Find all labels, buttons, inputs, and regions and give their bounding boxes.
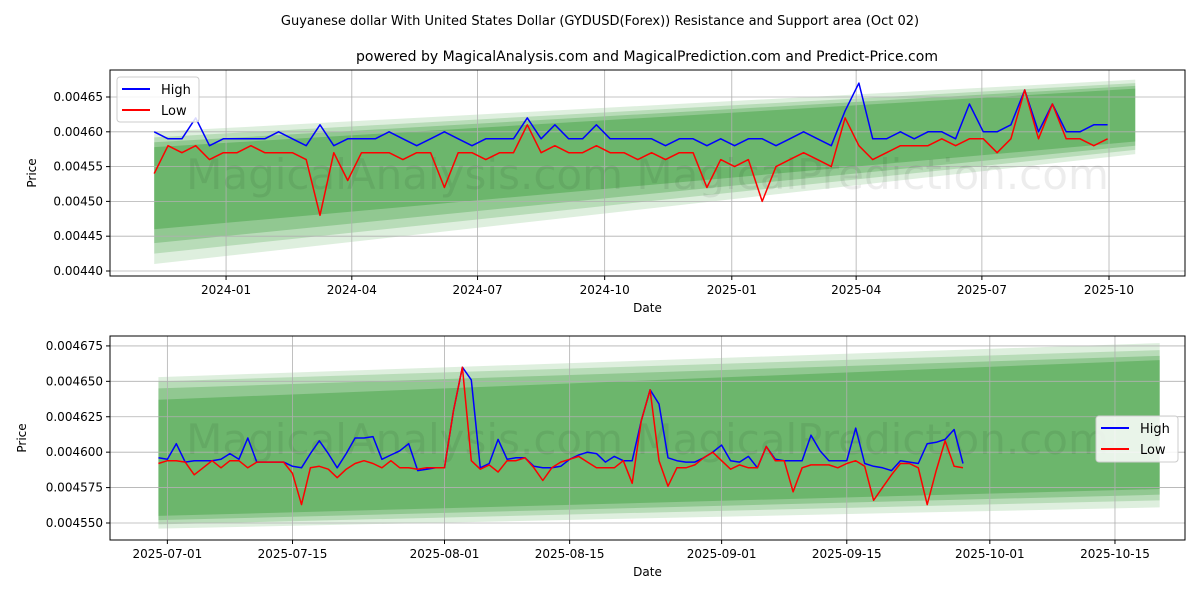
- chart-subtitle: powered by MagicalAnalysis.com and Magic…: [356, 49, 938, 65]
- x-tick-label: 2025-01: [707, 283, 757, 297]
- legend: High Low: [1095, 415, 1179, 463]
- support-resistance-band: [158, 343, 1160, 529]
- watermark: MagicalAnalysis.com MagicalPrediction.co…: [186, 150, 1109, 199]
- support-resistance-band: [154, 88, 1136, 230]
- x-tick-label: 2025-08-01: [410, 547, 480, 561]
- x-tick-label: 2025-09-15: [812, 547, 882, 561]
- legend-label-high: High: [1140, 422, 1170, 437]
- x-tick-label: 2025-10: [1084, 283, 1134, 297]
- x-tick-label: 2025-08-15: [535, 547, 605, 561]
- legend-label-high: High: [161, 83, 191, 98]
- x-tick-label: 2025-10-15: [1080, 547, 1150, 561]
- x-axis-label: Date: [633, 565, 662, 579]
- y-tick-label: 0.004675: [46, 339, 103, 353]
- watermark: MagicalAnalysis.com MagicalPrediction.co…: [186, 415, 1109, 464]
- support-resistance-band: [154, 83, 1136, 254]
- x-axis-label: Date: [633, 301, 662, 315]
- support-resistance-band: [158, 355, 1160, 521]
- y-tick-label: 0.004575: [46, 481, 103, 495]
- support-resistance-band: [158, 360, 1160, 516]
- support-resistance-band: [158, 350, 1160, 525]
- axes-frame: [109, 69, 1186, 277]
- y-tick-label: 0.00460: [53, 125, 103, 139]
- chart-title: Guyanese dollar With United States Dolla…: [281, 14, 919, 29]
- y-tick-label: 0.00450: [53, 194, 103, 208]
- bottom-chart: MagicalAnalysis.com MagicalPrediction.co…: [15, 335, 1186, 579]
- low-series-line: [153, 89, 1108, 217]
- high-series-line: [153, 82, 1108, 147]
- y-tick-label: 0.004600: [46, 445, 103, 459]
- y-tick-label: 0.004625: [46, 410, 103, 424]
- y-tick-label: 0.004650: [46, 374, 103, 388]
- legend: High Low: [116, 76, 200, 123]
- plot-area: MagicalAnalysis.com MagicalPrediction.co…: [110, 70, 1185, 276]
- support-resistance-band: [154, 79, 1136, 265]
- x-tick-label: 2025-04: [831, 283, 881, 297]
- low-series-line: [158, 366, 964, 506]
- y-axis-label: Price: [25, 158, 39, 187]
- high-series-line: [158, 366, 964, 472]
- x-tick-label: 2025-10-01: [955, 547, 1025, 561]
- x-tick-label: 2024-01: [201, 283, 251, 297]
- y-tick-label: 0.00455: [53, 160, 103, 174]
- y-tick-label: 0.00445: [53, 229, 103, 243]
- support-resistance-band: [154, 85, 1136, 244]
- top-chart: MagicalAnalysis.com MagicalPrediction.co…: [25, 69, 1186, 315]
- x-tick-label: 2024-04: [327, 283, 377, 297]
- y-tick-label: 0.00440: [53, 264, 103, 278]
- legend-label-low: Low: [161, 104, 187, 119]
- x-tick-label: 2025-07-15: [258, 547, 328, 561]
- legend-label-low: Low: [1140, 443, 1166, 458]
- y-tick-label: 0.00465: [53, 90, 103, 104]
- y-axis-label: Price: [15, 423, 29, 452]
- x-tick-label: 2025-07: [957, 283, 1007, 297]
- y-tick-label: 0.004550: [46, 516, 103, 530]
- x-tick-label: 2025-09-01: [687, 547, 757, 561]
- x-tick-label: 2025-07-01: [132, 547, 202, 561]
- axes-frame: [109, 335, 1186, 541]
- x-tick-label: 2024-10: [580, 283, 630, 297]
- plot-area: MagicalAnalysis.com MagicalPrediction.co…: [110, 336, 1185, 540]
- x-tick-label: 2024-07: [452, 283, 502, 297]
